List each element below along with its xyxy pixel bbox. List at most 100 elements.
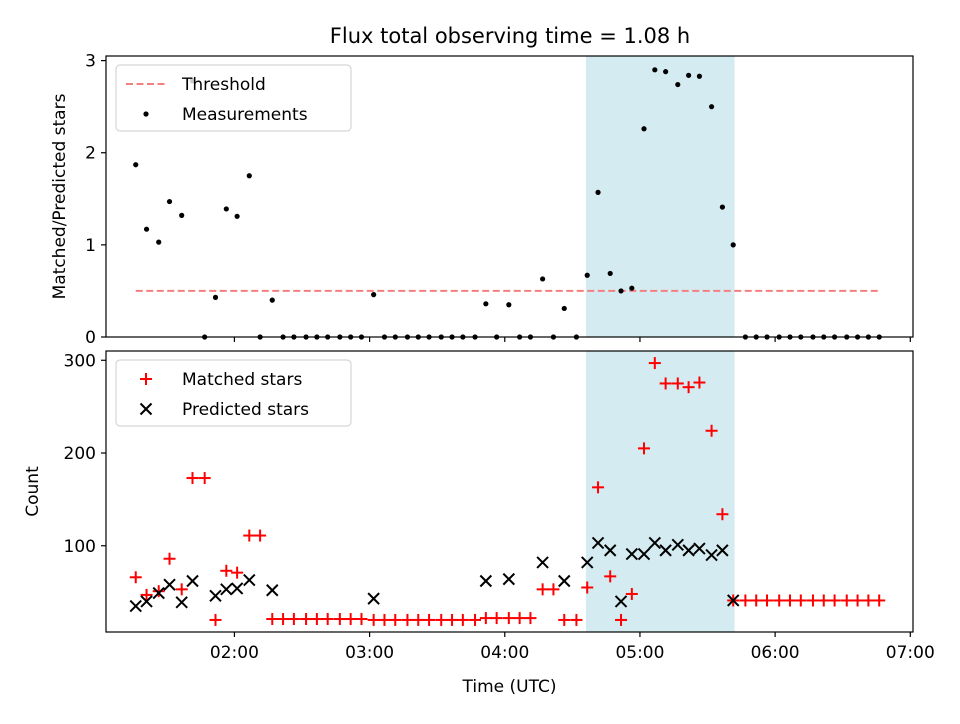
predicted-star-point	[367, 592, 380, 605]
matched-star-point	[773, 594, 786, 607]
matched-star-point	[648, 357, 661, 370]
ratio-panel: 0 1 2 3 Matched/Predicted stars Threshold Meas…	[50, 52, 914, 348]
cross-b	[220, 583, 233, 596]
matched-star-point	[828, 594, 841, 607]
matched-star-point	[389, 613, 402, 626]
measurement-point	[371, 292, 377, 298]
matched-star-point	[231, 566, 244, 579]
matched-star-point	[513, 612, 526, 625]
matched-star-point	[490, 612, 503, 625]
legend-label: Threshold	[181, 75, 266, 95]
x-tick-label: 02:00	[210, 643, 259, 663]
cross-b	[266, 584, 279, 597]
cross-b	[243, 573, 256, 587]
predicted-star-point	[603, 544, 617, 557]
predicted-star-point	[637, 547, 651, 561]
predicted-star-point	[716, 544, 729, 557]
legend-label: Matched stars	[182, 370, 302, 390]
measurement-point	[223, 206, 229, 212]
predicted-star-point	[682, 544, 695, 557]
matched-star-point	[456, 613, 469, 626]
matched-star-point	[129, 571, 142, 584]
measurement-point	[663, 69, 669, 75]
cross-b	[625, 547, 639, 561]
cross-b	[152, 586, 165, 600]
matched-star-point	[300, 613, 313, 626]
cross-b	[637, 547, 651, 561]
measurement-point	[652, 67, 658, 73]
chart-title: Flux total observing time = 1.08 h	[330, 24, 690, 48]
measurement-point	[269, 297, 275, 303]
matched-star-point	[873, 594, 886, 607]
measurement-point	[143, 226, 150, 232]
matched-star-point	[378, 613, 391, 626]
matched-star-point	[423, 613, 436, 626]
cross-b	[648, 536, 662, 550]
matched-star-point	[479, 612, 492, 625]
matched-star-point	[536, 583, 549, 596]
predicted-star-point	[671, 538, 685, 552]
cross-b	[140, 595, 153, 608]
y-axis-label: Matched/Predicted stars	[50, 93, 70, 299]
predicted-star-point	[625, 547, 639, 561]
matched-star-point	[638, 442, 650, 455]
legend-label: Measurements	[182, 105, 308, 125]
predicted-star-point	[243, 573, 256, 587]
matched-star-point	[140, 588, 153, 601]
matched-star-point	[502, 612, 515, 625]
predicted-star-point	[502, 572, 516, 586]
observing-window-shade	[585, 56, 735, 337]
measurement-point	[179, 212, 185, 218]
cross-b	[502, 572, 516, 586]
matched-star-point	[435, 613, 448, 626]
predicted-star-point	[220, 583, 233, 596]
measurement-point	[584, 272, 590, 278]
cross-b	[727, 594, 740, 607]
matched-star-point	[761, 594, 774, 607]
matched-star-point	[817, 594, 830, 607]
matched-star-point	[446, 613, 459, 626]
predicted-star-point	[648, 536, 662, 550]
measurement-point	[234, 213, 240, 219]
predicted-star-point	[129, 599, 142, 613]
matched-star-point	[581, 581, 594, 594]
matched-star-point	[592, 481, 605, 494]
measurement-point	[686, 72, 692, 78]
matched-star-point	[469, 613, 482, 626]
predicted-star-point	[581, 556, 594, 569]
y-tick-label: 100	[64, 537, 96, 557]
cross-b	[230, 582, 244, 595]
cross-b	[659, 544, 672, 557]
measurement-point	[212, 294, 219, 300]
predicted-star-point	[209, 589, 222, 603]
matched-star-point	[705, 424, 718, 437]
y-tick-label: 0	[85, 328, 96, 348]
matched-star-point	[355, 613, 368, 626]
matched-star-point	[604, 570, 617, 583]
count-panel: 100 200 300 02:00 03:00 04:00 05:00 06:00 07:00 C…	[23, 350, 935, 697]
cross-b	[614, 595, 628, 608]
matched-star-point	[175, 583, 188, 596]
matched-star-point	[186, 472, 199, 485]
matched-star-point	[310, 613, 323, 626]
matched-star-point	[412, 613, 425, 626]
matched-star-point	[739, 594, 752, 607]
measurement-point	[696, 73, 703, 79]
predicted-star-point	[175, 596, 188, 609]
measurement-point	[156, 239, 162, 245]
predicted-star-point	[591, 536, 605, 550]
x-axis-label: Time (UTC)	[462, 677, 557, 697]
legend-box	[115, 359, 352, 427]
measurement-point	[618, 288, 624, 294]
measurement-point	[629, 285, 635, 291]
predicted-star-point	[186, 574, 199, 588]
axes-frame	[105, 55, 914, 338]
cross-b	[479, 574, 493, 588]
matched-star-point	[524, 612, 537, 625]
predicted-star-point	[659, 544, 672, 557]
predicted-star-point	[266, 584, 279, 597]
matched-star-point	[671, 377, 684, 390]
cross-b	[175, 596, 188, 609]
y-tick-label: 3	[85, 52, 96, 72]
matched-star-point	[794, 594, 807, 607]
